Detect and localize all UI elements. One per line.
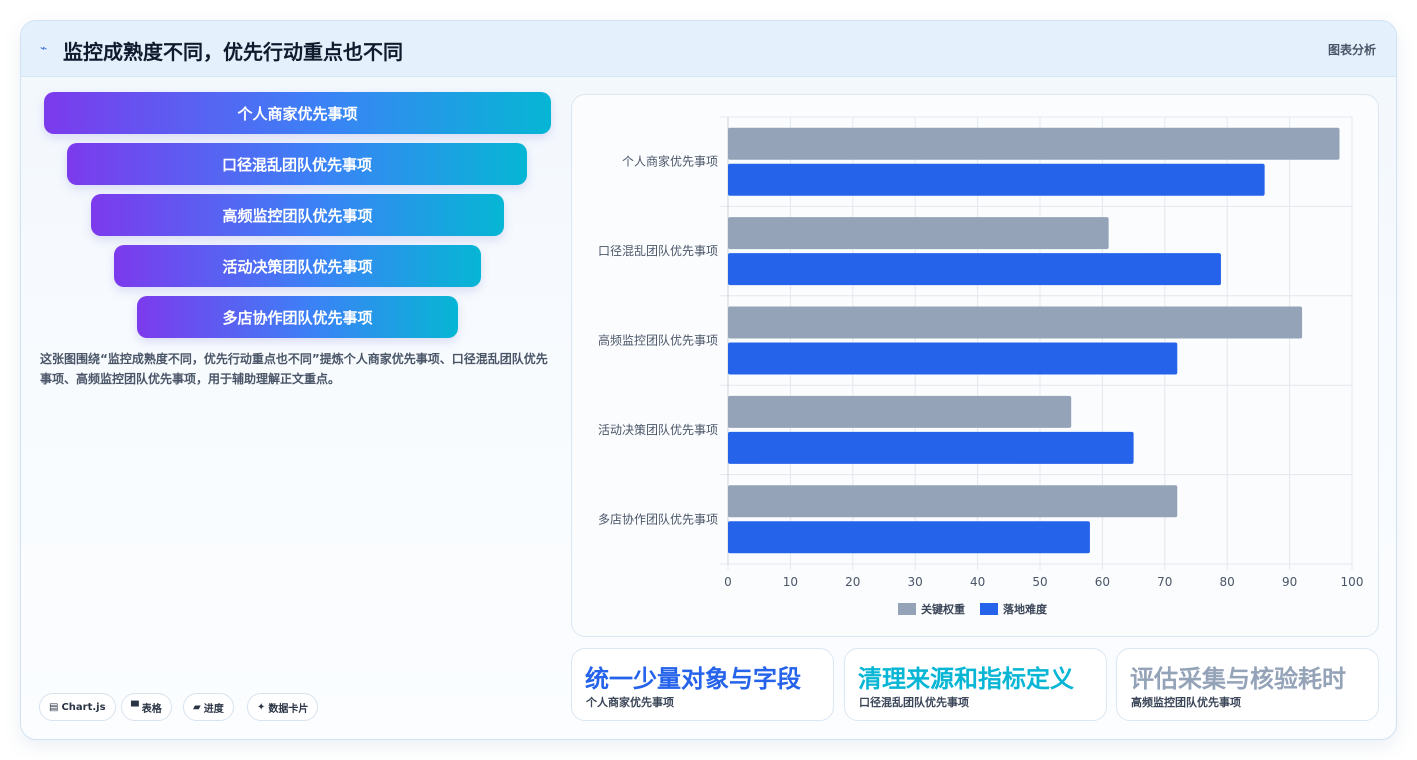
progress-icon: ▰ <box>193 701 201 713</box>
funnel-item-label: 口径混乱团队优先事项 <box>221 155 372 174</box>
x-tick-label: 70 <box>1157 575 1172 589</box>
bar <box>728 253 1221 286</box>
tag-label: 数据卡片 <box>268 703 309 715</box>
bar <box>728 163 1265 196</box>
funnel-item: 个人商家优先事项 <box>44 92 551 134</box>
funnel-item: 口径混乱团队优先事项 <box>67 143 527 185</box>
kpi-value: 统一少量对象与字段 <box>585 665 801 693</box>
bar <box>728 342 1178 375</box>
kpi-label: 高频监控团队优先事项 <box>1131 696 1241 709</box>
y-tick-label: 多店协作团队优先事项 <box>598 511 718 526</box>
chart-icon: ▤ <box>49 701 59 713</box>
tag-label: 进度 <box>203 703 224 715</box>
legend-label: 关键权重 <box>921 602 965 616</box>
y-tick-label: 活动决策团队优先事项 <box>598 422 718 437</box>
tag-label: 表格 <box>141 703 162 715</box>
kpi-label: 口径混乱团队优先事项 <box>859 696 969 709</box>
tag-chartjs[interactable]: ▤ Chart.js <box>39 693 116 721</box>
bar <box>728 485 1178 518</box>
bar <box>728 306 1303 339</box>
chart-panel: 0 10 20 30 40 50 60 70 80 90 100 个人商家优先事项口径混乱团队优先事项… <box>571 94 1379 637</box>
bar <box>728 217 1109 250</box>
bar-chart: 0 10 20 30 40 50 60 70 80 90 100 个人商家优先事项口径混乱团队优先事项… <box>598 116 1364 616</box>
x-tick-label: 40 <box>970 575 985 589</box>
bar <box>728 127 1340 160</box>
bar <box>728 431 1134 464</box>
tag-data-card[interactable]: ✦ 数据卡片 <box>247 693 319 721</box>
chart-description: 这张图围绕“监控成熟度不同，优先行动重点也不同”提炼个人商家优先事项、口径混乱团… <box>40 352 548 386</box>
x-tick-label: 90 <box>1282 575 1297 589</box>
funnel-item: 多店协作团队优先事项 <box>137 296 458 338</box>
main-card: ⌁ 监控成熟度不同，优先行动重点也不同 图表分析 个人商家优先事项 口径混乱团队… <box>20 20 1397 740</box>
kpi-value: 评估采集与核验耗时 <box>1130 665 1346 693</box>
y-tick-label: 高频监控团队优先事项 <box>598 333 718 348</box>
tag-table[interactable]: ▀ 表格 <box>121 693 172 721</box>
funnel-item-label: 多店协作团队优先事项 <box>222 308 373 327</box>
funnel-item-label: 高频监控团队优先事项 <box>222 206 373 225</box>
tag-progress[interactable]: ▰ 进度 <box>183 693 234 721</box>
legend-swatch <box>898 603 916 615</box>
y-tick-label: 个人商家优先事项 <box>622 154 718 169</box>
pulse-icon: ⌁ <box>40 41 48 55</box>
x-tick-label: 80 <box>1220 575 1235 589</box>
funnel-item: 活动决策团队优先事项 <box>114 245 481 287</box>
funnel-item-label: 个人商家优先事项 <box>237 104 358 123</box>
legend-label: 落地难度 <box>1003 602 1048 616</box>
chart-analysis-label: 图表分析 <box>1327 43 1376 57</box>
x-tick-label: 60 <box>1095 575 1110 589</box>
header: ⌁ 监控成熟度不同，优先行动重点也不同 图表分析 <box>21 21 1396 77</box>
legend-swatch <box>980 603 998 615</box>
x-tick-label: 30 <box>908 575 923 589</box>
kpi-label: 个人商家优先事项 <box>586 696 674 709</box>
funnel-item: 高频监控团队优先事项 <box>91 194 504 236</box>
table-icon: ▀ <box>131 701 139 713</box>
page-title: 监控成熟度不同，优先行动重点也不同 <box>63 40 403 64</box>
x-tick-label: 0 <box>724 575 732 589</box>
x-tick-label: 100 <box>1341 575 1364 589</box>
kpi-card: 清理来源和指标定义 口径混乱团队优先事项 <box>844 648 1107 721</box>
tag-label: Chart.js <box>61 701 106 713</box>
kpi-card: 评估采集与核验耗时 高频监控团队优先事项 <box>1116 648 1379 721</box>
bar <box>728 395 1072 428</box>
bar <box>728 521 1090 554</box>
kpi-value: 清理来源和指标定义 <box>858 665 1074 693</box>
sparkle-icon: ✦ <box>257 701 266 713</box>
kpi-card: 统一少量对象与字段 个人商家优先事项 <box>571 648 834 721</box>
y-tick-label: 口径混乱团队优先事项 <box>598 243 718 258</box>
x-tick-label: 10 <box>783 575 798 589</box>
funnel-item-label: 活动决策团队优先事项 <box>222 257 373 276</box>
x-tick-label: 20 <box>845 575 860 589</box>
x-tick-label: 50 <box>1032 575 1047 589</box>
